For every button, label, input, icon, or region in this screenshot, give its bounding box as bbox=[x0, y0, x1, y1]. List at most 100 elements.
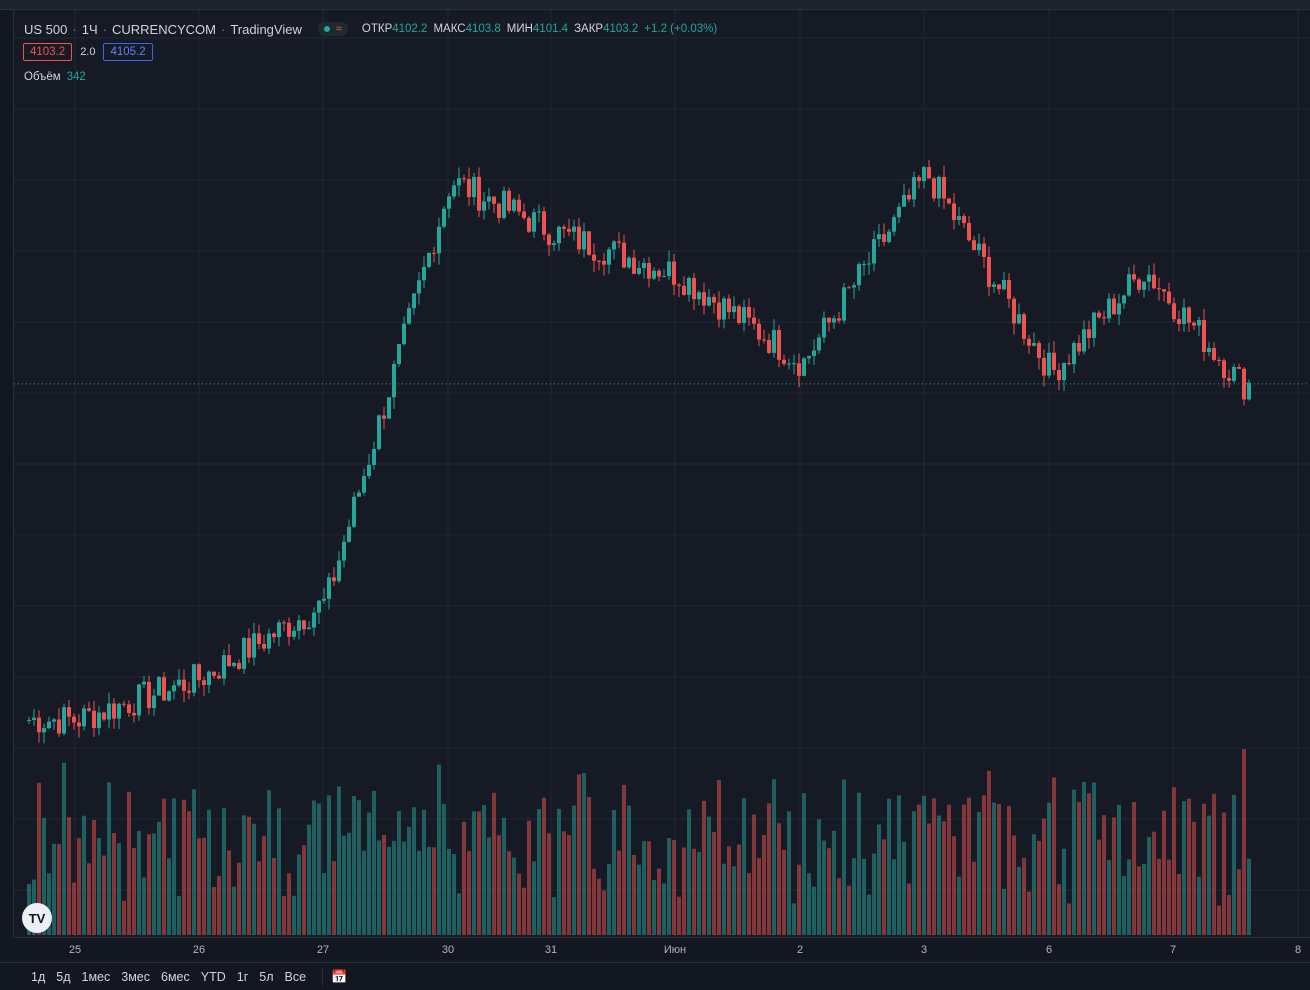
volume-bar bbox=[272, 857, 276, 935]
candle-body bbox=[402, 323, 406, 345]
legend-dot: · bbox=[102, 21, 107, 37]
candle-body bbox=[827, 317, 831, 323]
drawing-toolbar bbox=[0, 10, 14, 937]
time-axis-label: 26 bbox=[192, 944, 206, 956]
volume-bar bbox=[362, 850, 366, 935]
candle-body bbox=[802, 358, 806, 376]
candle-body bbox=[782, 359, 786, 364]
range-button[interactable]: 1д bbox=[31, 969, 46, 984]
candle-body bbox=[617, 241, 621, 243]
volume-bar bbox=[1177, 873, 1181, 935]
range-button[interactable]: 1мес bbox=[81, 969, 111, 984]
candle-body bbox=[542, 211, 546, 235]
data-status-icon: ≈ bbox=[335, 23, 342, 35]
candle-body bbox=[632, 257, 636, 274]
candle-body bbox=[47, 721, 51, 729]
range-button[interactable]: Все bbox=[284, 969, 307, 984]
time-axis[interactable]: 25 26 27 30 31 Июн 2 3 6 7 8 bbox=[14, 937, 1310, 962]
volume-bar bbox=[1032, 834, 1036, 935]
volume-bar bbox=[382, 834, 386, 935]
candle-body bbox=[192, 664, 196, 693]
candle-body bbox=[887, 231, 891, 242]
candle-body bbox=[347, 526, 351, 542]
candle-body bbox=[1027, 338, 1031, 346]
range-button[interactable]: 5л bbox=[259, 969, 274, 984]
volume-bar bbox=[122, 900, 126, 935]
volume-bar bbox=[952, 836, 956, 935]
volume-bar bbox=[627, 805, 631, 935]
buy-price-button[interactable]: 4105.2 bbox=[103, 43, 153, 61]
candle-body bbox=[712, 296, 716, 303]
candle-body bbox=[697, 292, 701, 300]
bid-ask-panel: 4103.2 2.0 4105.2 bbox=[23, 43, 153, 61]
candle-body bbox=[1167, 291, 1171, 304]
volume-bar bbox=[937, 815, 941, 935]
volume-bar bbox=[1042, 818, 1046, 935]
candle-body bbox=[837, 318, 841, 321]
candle-body bbox=[247, 638, 251, 658]
candle-body bbox=[1172, 303, 1176, 320]
volume-bar bbox=[607, 863, 611, 935]
volume-legend[interactable]: Объём 342 bbox=[24, 71, 86, 83]
volume-bar bbox=[552, 897, 556, 935]
candle-body bbox=[1112, 298, 1116, 315]
price-chart[interactable] bbox=[14, 10, 1310, 937]
candle-body bbox=[1187, 307, 1191, 323]
volume-bar bbox=[527, 820, 531, 935]
candle-body bbox=[832, 318, 836, 323]
candle-body bbox=[877, 234, 881, 240]
volume-bar bbox=[442, 803, 446, 935]
candle-body bbox=[282, 622, 286, 624]
market-status-pill[interactable]: ≈ bbox=[317, 22, 348, 36]
volume-bar bbox=[162, 798, 166, 935]
volume-bar bbox=[967, 797, 971, 935]
candle-body bbox=[792, 363, 796, 365]
calendar-icon[interactable]: 📅 bbox=[331, 968, 348, 984]
range-button[interactable]: 1г bbox=[236, 969, 249, 984]
volume-bar bbox=[1057, 884, 1061, 935]
interval-label[interactable]: 1Ч bbox=[81, 21, 98, 37]
candle-body bbox=[867, 263, 871, 265]
range-button[interactable]: 6мес bbox=[161, 969, 190, 984]
candle-body bbox=[692, 277, 696, 300]
volume-bar bbox=[1132, 802, 1136, 935]
volume-bar bbox=[657, 868, 661, 935]
volume-bar bbox=[817, 819, 821, 935]
candle-body bbox=[207, 671, 211, 686]
volume-bar bbox=[907, 883, 911, 935]
sell-price-button[interactable]: 4103.2 bbox=[23, 43, 73, 61]
range-button[interactable]: YTD bbox=[200, 969, 226, 984]
volume-bar bbox=[1007, 806, 1011, 935]
candle-body bbox=[32, 717, 36, 720]
candle-body bbox=[62, 707, 66, 734]
candle-body bbox=[1092, 312, 1096, 338]
volume-bar bbox=[617, 850, 621, 935]
candle-body bbox=[487, 196, 491, 202]
volume-bar bbox=[1112, 817, 1116, 935]
volume-bar bbox=[522, 887, 526, 935]
candle-body bbox=[212, 671, 216, 676]
candle-body bbox=[822, 317, 826, 338]
candle-body bbox=[1052, 352, 1056, 370]
range-button[interactable]: 5д bbox=[56, 969, 71, 984]
candle-body bbox=[67, 707, 71, 717]
candle-body bbox=[132, 712, 136, 716]
candle-body bbox=[307, 627, 311, 630]
volume-bar bbox=[727, 846, 731, 935]
tradingview-logo-icon[interactable]: TV bbox=[22, 903, 52, 933]
time-axis-label: 25 bbox=[68, 944, 82, 956]
volume-bar bbox=[832, 830, 836, 935]
volume-bar bbox=[1242, 749, 1246, 935]
volume-bar bbox=[892, 859, 896, 935]
symbol-name[interactable]: US 500 bbox=[24, 21, 68, 37]
ohlc-high: МАКС4103.8 bbox=[433, 23, 501, 35]
candle-body bbox=[727, 298, 731, 313]
volume-bar bbox=[87, 863, 91, 935]
candle-body bbox=[1017, 314, 1021, 324]
range-button[interactable]: 3мес bbox=[121, 969, 150, 984]
candle-body bbox=[842, 287, 846, 321]
chart-area[interactable] bbox=[14, 10, 1310, 937]
volume-bar bbox=[157, 821, 161, 935]
candle-body bbox=[1062, 362, 1066, 381]
candle-body bbox=[392, 364, 396, 398]
